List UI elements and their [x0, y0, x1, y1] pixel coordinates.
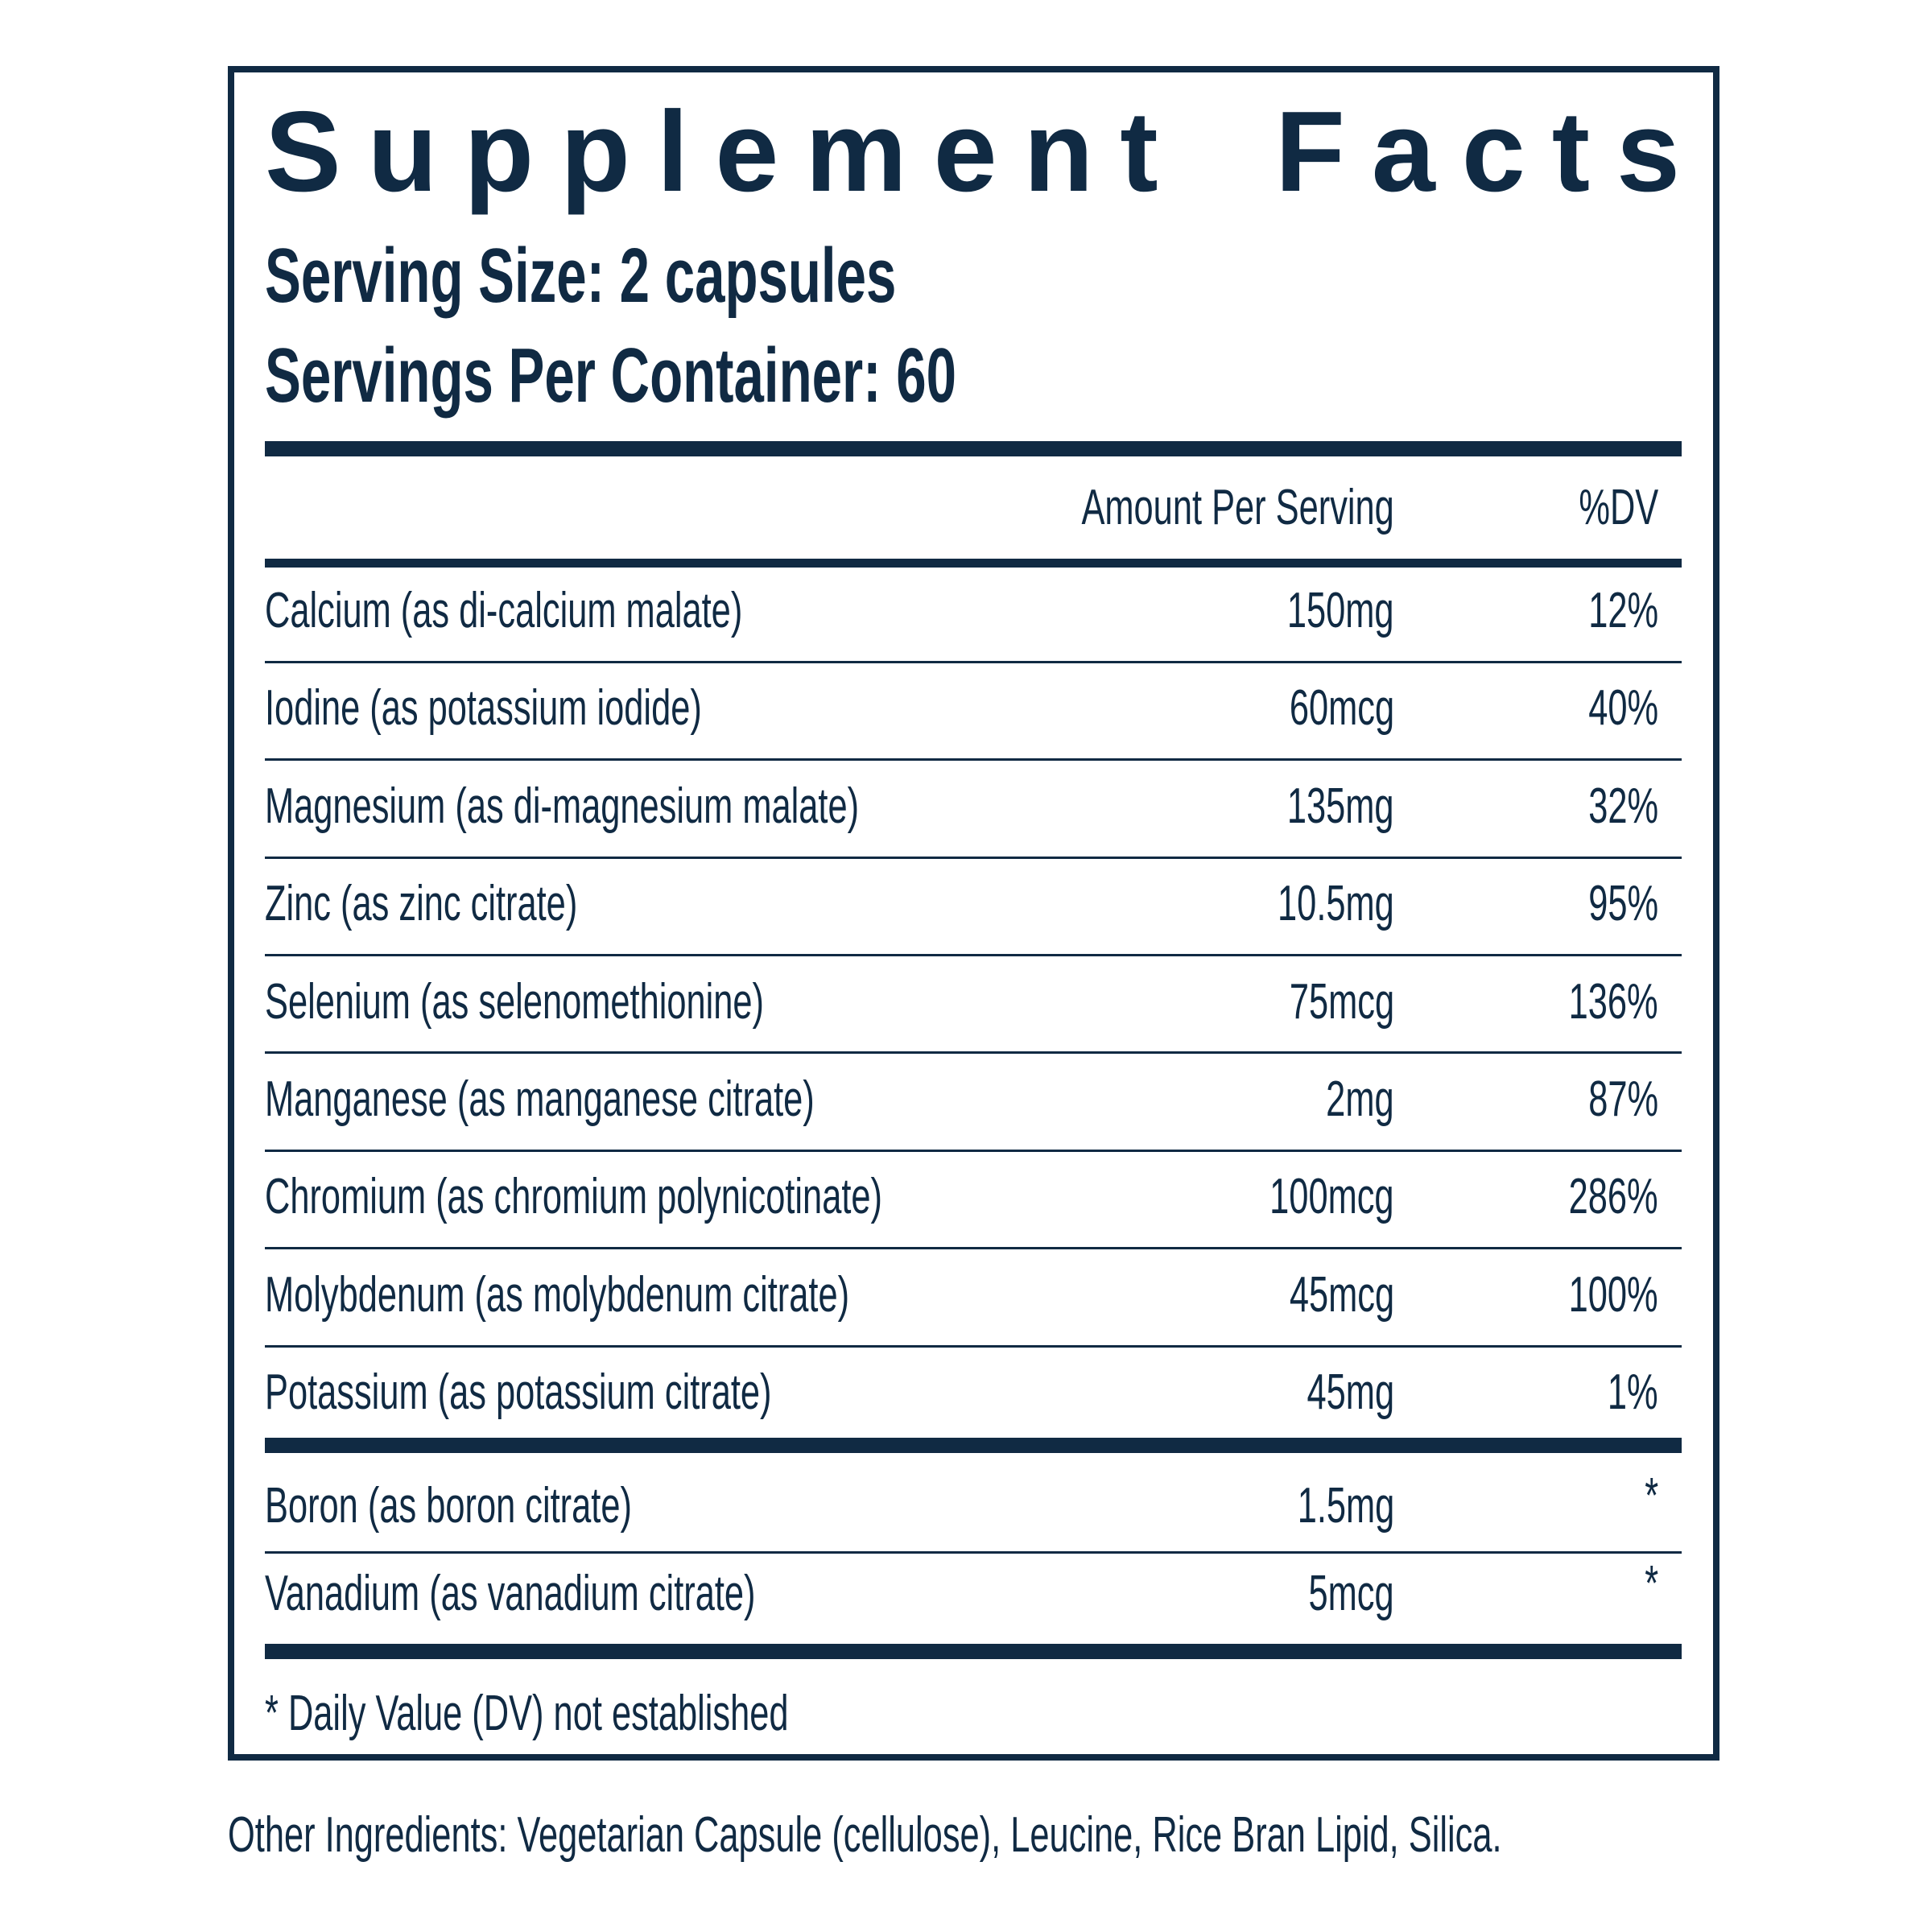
amount: 2mg: [1297, 1075, 1394, 1125]
nutrient-name-text: Vanadium (as vanadium citrate): [265, 1566, 756, 1621]
medium-rule: [265, 559, 1682, 568]
footnote: * Daily Value (DV) not established: [265, 1689, 1013, 1739]
amount-text: 10.5mg: [1278, 876, 1394, 932]
amount-text: 150mg: [1287, 583, 1394, 638]
daily-value: *: [1639, 1472, 1658, 1521]
row-rule: [265, 758, 1682, 762]
column-header-text: Amount Per Serving: [1081, 480, 1394, 535]
nutrient-name: Boron (as boron citrate): [265, 1481, 789, 1531]
amount: 10.5mg: [1228, 879, 1394, 929]
row-rule: [265, 1344, 1682, 1348]
footnote-text: * Daily Value (DV) not established: [265, 1686, 789, 1741]
row-rule: [265, 953, 1682, 956]
nutrient-name: Selenium (as selenomethionine): [265, 973, 978, 1030]
daily-value-text: 136%: [1568, 973, 1658, 1030]
row-rule: [265, 1149, 1682, 1152]
nutrient-name: Iodine (as potassium iodide): [265, 683, 889, 733]
nutrient-name: Manganese (as manganese citrate): [265, 1075, 1050, 1125]
daily-value-text: 12%: [1588, 583, 1658, 638]
daily-value-text: 95%: [1588, 876, 1658, 932]
row-rule: [265, 1550, 1682, 1554]
column-header: Amount Per Serving: [947, 483, 1394, 533]
amount-text: 75mcg: [1289, 973, 1394, 1030]
daily-value-text: 286%: [1568, 1169, 1658, 1225]
nutrient-name-text: Calcium (as di-calcium malate): [265, 583, 743, 638]
amount-text: 1.5mg: [1297, 1478, 1394, 1534]
amount: 60mcg: [1245, 683, 1394, 733]
daily-value: 95%: [1558, 879, 1658, 929]
amount-text: 100mcg: [1269, 1169, 1394, 1225]
daily-value: 87%: [1558, 1075, 1658, 1125]
daily-value-text: *: [1645, 1556, 1658, 1612]
facts-panel: [228, 66, 1719, 1761]
other-ingredients-text: Other Ingredients: Vegetarian Capsule (c…: [228, 1807, 1502, 1863]
column-header-text: %DV: [1579, 480, 1658, 535]
column-header: %DV: [1545, 483, 1658, 533]
daily-value: 12%: [1558, 586, 1658, 636]
daily-value: *: [1639, 1559, 1658, 1609]
row-rule: [265, 1051, 1682, 1055]
thick-rule: [265, 1438, 1682, 1453]
row-rule: [265, 660, 1682, 663]
nutrient-name-text: Iodine (as potassium iodide): [265, 680, 702, 737]
daily-value-text: 40%: [1588, 680, 1658, 737]
nutrient-name-text: Zinc (as zinc citrate): [265, 876, 578, 932]
nutrient-name-text: Boron (as boron citrate): [265, 1478, 632, 1534]
daily-value: 286%: [1530, 1172, 1658, 1222]
thick-rule: [265, 1644, 1682, 1659]
nutrient-name-text: Molybdenum (as molybdenum citrate): [265, 1266, 850, 1323]
daily-value-text: 100%: [1568, 1266, 1658, 1323]
daily-value: 100%: [1530, 1266, 1658, 1323]
amount-text: 45mg: [1307, 1364, 1394, 1421]
amount: 150mg: [1241, 586, 1394, 636]
amount-text: 45mcg: [1289, 1266, 1394, 1323]
nutrient-name: Calcium (as di-calcium malate): [265, 586, 947, 636]
other-ingredients: Other Ingredients: Vegetarian Capsule (c…: [228, 1810, 1932, 1860]
amount: 135mg: [1241, 778, 1394, 834]
amount: 75mcg: [1245, 973, 1394, 1030]
daily-value-text: 1%: [1608, 1364, 1658, 1421]
amount: 100mcg: [1216, 1172, 1394, 1222]
nutrient-name: Vanadium (as vanadium citrate): [265, 1569, 966, 1619]
thick-rule: [265, 441, 1682, 456]
nutrient-name: Magnesium (as di-magnesium malate): [265, 778, 1113, 834]
amount-text: 135mg: [1287, 778, 1394, 834]
nutrient-name-text: Selenium (as selenomethionine): [265, 973, 765, 1030]
amount-text: 5mcg: [1308, 1566, 1394, 1621]
amount: 5mcg: [1272, 1569, 1394, 1619]
serving-size-text: Serving Size: 2 capsules: [265, 233, 897, 319]
title: Supplement Facts: [265, 88, 1707, 216]
daily-value: 32%: [1558, 778, 1658, 834]
row-rule: [265, 1247, 1682, 1250]
row-rule: [265, 856, 1682, 859]
amount-text: 60mcg: [1289, 680, 1394, 737]
daily-value-text: 87%: [1588, 1071, 1658, 1127]
nutrient-name: Zinc (as zinc citrate): [265, 879, 712, 929]
amount-text: 2mg: [1326, 1071, 1394, 1127]
daily-value: 1%: [1586, 1368, 1658, 1418]
nutrient-name: Molybdenum (as molybdenum citrate): [265, 1266, 1100, 1323]
daily-value-text: *: [1645, 1468, 1658, 1524]
nutrient-name-text: Manganese (as manganese citrate): [265, 1071, 815, 1127]
daily-value: 136%: [1530, 973, 1658, 1030]
daily-value-text: 32%: [1588, 778, 1658, 834]
nutrient-name-text: Magnesium (as di-magnesium malate): [265, 778, 860, 834]
amount: 45mg: [1269, 1368, 1394, 1418]
daily-value: 40%: [1558, 683, 1658, 733]
nutrient-name: Chromium (as chromium polynicotinate): [265, 1172, 1147, 1222]
nutrient-name-text: Chromium (as chromium polynicotinate): [265, 1169, 882, 1225]
amount: 1.5mg: [1256, 1481, 1394, 1531]
amount: 45mcg: [1245, 1266, 1394, 1323]
servings-text: Servings Per Container: 60: [265, 332, 956, 419]
serving-size: Serving Size: 2 capsules: [265, 237, 1167, 315]
servings-per-container: Servings Per Container: 60: [265, 337, 1253, 415]
nutrient-name-text: Potassium (as potassium citrate): [265, 1364, 772, 1421]
nutrient-name: Potassium (as potassium citrate): [265, 1368, 989, 1418]
